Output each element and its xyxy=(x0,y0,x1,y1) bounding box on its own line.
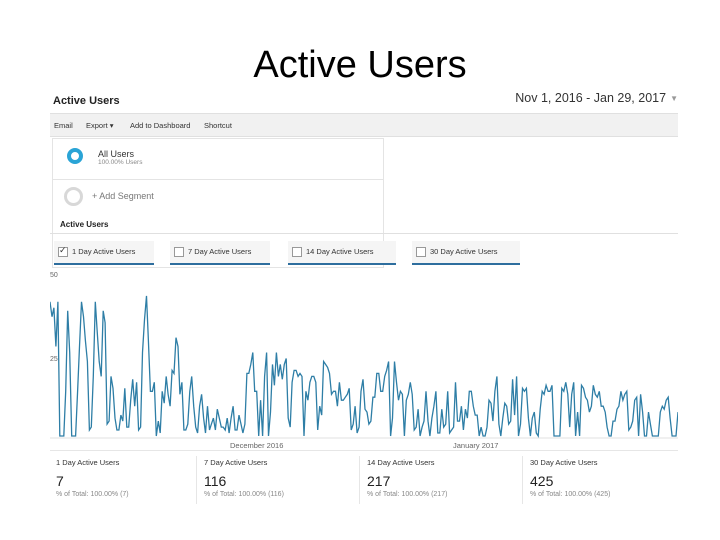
summary-separator xyxy=(196,456,197,504)
x-tick-label: January 2017 xyxy=(453,441,499,450)
tab-active-users[interactable]: Active Users xyxy=(56,218,113,231)
chevron-down-icon: ▼ xyxy=(670,94,678,104)
tab-divider xyxy=(50,233,678,234)
segment-all-users-pct: 100.00% Users xyxy=(98,159,143,166)
checkbox-14-day[interactable]: 14 Day Active Users xyxy=(288,241,396,265)
summary-pct: % of Total: 100.00% (7) xyxy=(56,491,129,498)
checkbox-label: 1 Day Active Users xyxy=(72,247,136,256)
date-range-text: Nov 1, 2016 - Jan 29, 2017 xyxy=(515,91,667,105)
summary-1-day: 1 Day Active Users 7 % of Total: 100.00%… xyxy=(56,458,206,498)
summary-pct: % of Total: 100.00% (425) xyxy=(530,491,611,498)
summary-label: 30 Day Active Users xyxy=(530,458,598,467)
summary-value: 116 xyxy=(204,473,227,489)
export-button[interactable]: Export ▾ xyxy=(86,121,114,130)
active-users-chart: 50 25 December 2016 January 2017 xyxy=(50,268,678,450)
checkbox-7-day[interactable]: 7 Day Active Users xyxy=(170,241,270,265)
summary-value: 7 xyxy=(56,473,64,489)
checkbox-checked-icon xyxy=(58,245,68,257)
x-tick-label: December 2016 xyxy=(230,441,284,450)
add-segment-button[interactable]: + Add Segment xyxy=(92,191,154,201)
checkbox-label: 30 Day Active Users xyxy=(430,247,498,256)
summary-separator xyxy=(522,456,523,504)
summary-pct: % of Total: 100.00% (116) xyxy=(204,491,284,498)
summary-label: 14 Day Active Users xyxy=(367,458,435,467)
checkbox-icon xyxy=(174,247,184,257)
line-chart-svg xyxy=(50,295,678,439)
slide-title: Active Users xyxy=(253,44,467,86)
empty-segment-icon xyxy=(64,187,83,206)
summary-divider xyxy=(50,450,678,451)
checkbox-icon xyxy=(292,247,302,257)
summary-separator xyxy=(359,456,360,504)
summary-label: 1 Day Active Users xyxy=(56,458,120,467)
segment-ring-icon xyxy=(67,148,83,164)
date-range-picker[interactable]: Nov 1, 2016 - Jan 29, 2017 ▼ xyxy=(515,91,678,105)
summary-7-day: 7 Day Active Users 116 % of Total: 100.0… xyxy=(204,458,354,498)
series-line-1-day-active-users xyxy=(50,295,678,439)
report-title: Active Users xyxy=(53,95,120,107)
summary-value: 217 xyxy=(367,473,391,489)
summary-label: 7 Day Active Users xyxy=(204,458,268,467)
checkbox-label: 14 Day Active Users xyxy=(306,247,374,256)
checkbox-icon xyxy=(416,247,426,257)
email-button[interactable]: Email xyxy=(54,121,73,130)
checkbox-1-day[interactable]: 1 Day Active Users xyxy=(54,241,154,265)
report-toolbar: Email Export ▾ Add to Dashboard Shortcut xyxy=(50,113,678,137)
checkbox-label: 7 Day Active Users xyxy=(188,247,252,256)
y-tick-label: 25 xyxy=(50,356,58,363)
segment-all-users[interactable]: All Users xyxy=(98,149,135,159)
summary-14-day: 14 Day Active Users 217 % of Total: 100.… xyxy=(367,458,517,498)
shortcut-button[interactable]: Shortcut xyxy=(204,121,232,130)
checkbox-30-day[interactable]: 30 Day Active Users xyxy=(412,241,520,265)
segment-divider xyxy=(53,179,383,180)
y-tick-label: 50 xyxy=(50,272,58,279)
summary-pct: % of Total: 100.00% (217) xyxy=(367,491,448,498)
summary-value: 425 xyxy=(530,473,554,489)
analytics-screenshot: Active Users Nov 1, 2016 - Jan 29, 2017 ▼… xyxy=(50,86,678,506)
add-to-dashboard-button[interactable]: Add to Dashboard xyxy=(130,121,191,130)
summary-30-day: 30 Day Active Users 425 % of Total: 100.… xyxy=(530,458,680,498)
